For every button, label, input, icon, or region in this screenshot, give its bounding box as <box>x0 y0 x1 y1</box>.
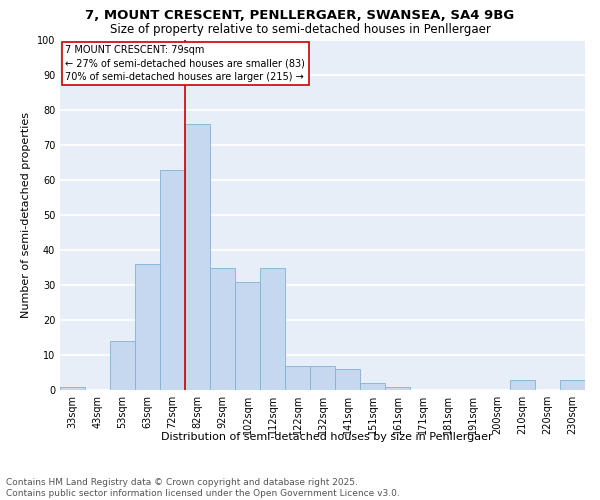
Bar <box>360 383 385 390</box>
Bar <box>135 264 160 390</box>
Text: Distribution of semi-detached houses by size in Penllergaer: Distribution of semi-detached houses by … <box>161 432 493 442</box>
Bar <box>560 380 585 390</box>
Bar <box>60 386 85 390</box>
Bar <box>260 268 285 390</box>
Y-axis label: Number of semi-detached properties: Number of semi-detached properties <box>21 112 31 318</box>
Bar <box>210 268 235 390</box>
Bar <box>335 369 360 390</box>
Bar <box>235 282 260 390</box>
Bar <box>285 366 310 390</box>
Bar <box>385 386 410 390</box>
Bar <box>310 366 335 390</box>
Bar <box>110 341 135 390</box>
Text: 7 MOUNT CRESCENT: 79sqm
← 27% of semi-detached houses are smaller (83)
70% of se: 7 MOUNT CRESCENT: 79sqm ← 27% of semi-de… <box>65 46 305 82</box>
Text: Size of property relative to semi-detached houses in Penllergaer: Size of property relative to semi-detach… <box>110 22 490 36</box>
Bar <box>510 380 535 390</box>
Bar <box>160 170 185 390</box>
Text: Contains HM Land Registry data © Crown copyright and database right 2025.
Contai: Contains HM Land Registry data © Crown c… <box>6 478 400 498</box>
Text: 7, MOUNT CRESCENT, PENLLERGAER, SWANSEA, SA4 9BG: 7, MOUNT CRESCENT, PENLLERGAER, SWANSEA,… <box>85 9 515 22</box>
Bar <box>185 124 210 390</box>
